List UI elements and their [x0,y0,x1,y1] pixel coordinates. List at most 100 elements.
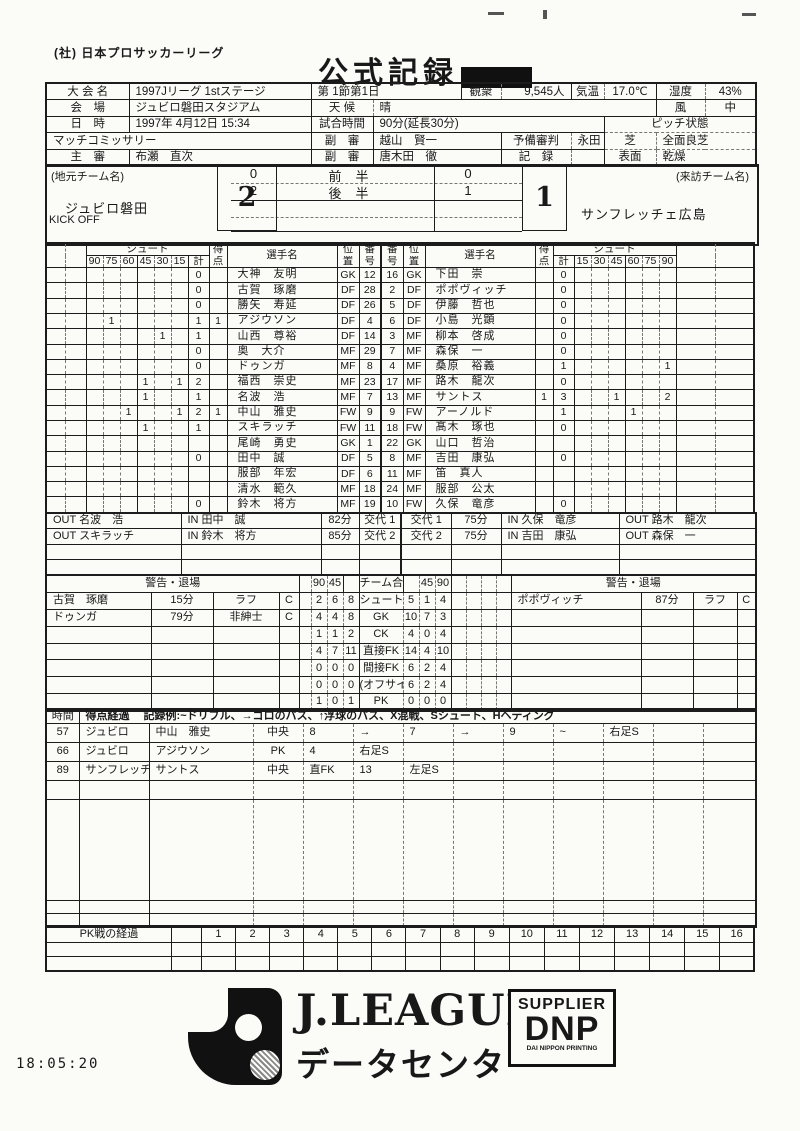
pk-kick-number: 10 [508,926,545,943]
shot-count [590,496,609,514]
shot-count [85,298,103,314]
player-name: 柳本 啓成 [424,328,536,345]
shot-count [136,328,154,345]
shirt-number: 18 [358,481,382,498]
total-label: CK [358,626,403,644]
shot-count [170,481,188,498]
discipline-row: 4 7 11 直接FK 14 4 10 [46,643,756,661]
goal-team: ジュビロ [78,742,149,762]
shirt-number: 7 [380,344,404,360]
roster-row: 1 1 2 1 中山 雅史 FW 9 9 FW アーノルド 1 1 [45,405,755,422]
shot-count [85,359,103,376]
sub-out [618,544,756,560]
sub-time: 75分 [450,528,501,545]
home-score: 2 [237,182,257,213]
shot-count [658,374,677,391]
goal-team [78,799,149,901]
goal-count [208,466,228,483]
roster-row: 服部 年宏 DF 6 11 MF 笛 真人 [45,466,755,483]
substitution-row [46,544,756,560]
goal-count [534,420,554,437]
shot-count [170,496,188,514]
shirt-number: 14 [358,328,382,345]
discipline-header-row: 警告・退場 90 45 チーム合計 45 90 警告・退場 [46,575,756,593]
temp-value: 17.0℃ [603,83,656,101]
goal-header-bottom: 点 [208,255,228,269]
cell [675,481,716,498]
cell [45,481,65,498]
pk-cell [543,942,580,957]
shirt-number: 4 [380,359,404,376]
reserve-ref-label: 予備審判 [500,132,571,150]
cell [714,405,755,422]
cell [450,659,466,678]
goal-sequence-cell [352,799,403,901]
pk-kick-number: 6 [371,926,406,943]
shot-total [552,481,575,498]
shirt-number: 11 [380,466,404,483]
cell [45,420,65,437]
shoot-bin-header: 15 [573,255,592,269]
player-name: 小島 光顕 [424,313,536,330]
cell [64,359,86,376]
shot-count [590,359,609,376]
pos-header-left-top: 位 [336,243,360,256]
shoot-bin-header: 60 [624,255,643,269]
roster-row: 1 1 2 福西 崇史 MF 23 17 MF 路木 龍次 0 [45,374,755,391]
player-name: 中山 雅史 [226,405,338,422]
shot-count [170,466,188,483]
shot-count [573,389,592,406]
shot-count [170,420,188,437]
shot-count [590,451,609,467]
wind-value: 中 [704,99,756,117]
card-time: 87分 [640,592,693,610]
shot-count [607,282,626,299]
shot-total: 1 [552,359,575,376]
away-team-cell: (来訪チーム名) サンフレッチェ広島 [567,166,753,244]
pk-cell [508,942,545,957]
num-header-bottom: 号 [358,255,382,269]
cell [64,267,86,284]
scan-artifact [488,12,504,15]
goal-sequence-cell [452,900,503,914]
shot-count [85,466,103,483]
goal-count [208,344,228,360]
goal-count [534,405,554,422]
shot-total: 0 [187,496,210,514]
cell [714,313,755,330]
scan-artifact [742,13,756,16]
shot-count [573,374,592,391]
away-score-cell: 1 [522,166,567,231]
pk-kick-number: 15 [684,926,720,943]
shot-count [170,267,188,284]
sub-out: OUT スキラッチ [46,528,181,545]
total-value: 7 [418,609,435,627]
sub-time: 75分 [450,513,501,530]
card-time [640,626,693,644]
shot-count [573,328,592,345]
card-time [150,659,213,678]
datetime-label: 日 時 [46,116,129,134]
second-half-row: 2 後半 1 [231,183,522,201]
goal-sequence-cell: 右足S [602,723,653,743]
cell [64,435,86,452]
cell [64,313,86,330]
cell [675,466,716,483]
player-name: スキラッチ [226,420,338,437]
card-time [640,609,693,627]
shot-count [607,267,626,284]
sub-label [400,544,451,560]
pk-cell [371,956,406,972]
goal-sequence-cell [502,742,553,762]
shot-total: 3 [552,389,575,406]
shot-count [624,282,643,299]
organization-name: (社) 日本プロサッカーリーグ [54,46,225,60]
jleague-logo-text: J.LEAGUE データセンター [296,986,616,1086]
turf-value: 全面良芝 [655,132,756,150]
roster-row: 1 1 名波 浩 MF 7 13 MF サントス 1 3 1 2 [45,389,755,406]
pk-cell [439,942,475,957]
card-time [150,626,213,644]
match-info-table: 大 会 名 1997Jリーグ 1stステージ 第 1節第1日 観衆 9,545人… [45,82,757,167]
goal-player [148,900,253,914]
cell [45,313,65,330]
